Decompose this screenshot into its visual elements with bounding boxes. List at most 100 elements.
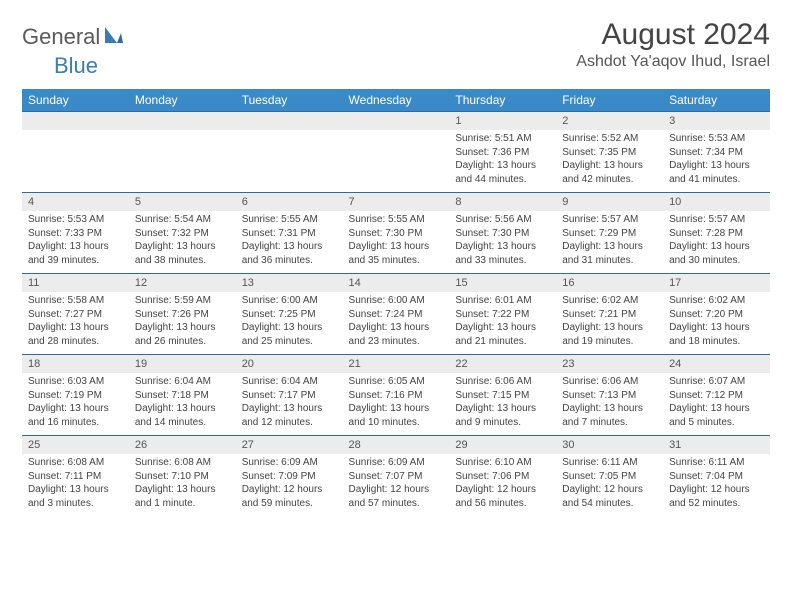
day-sr: Sunrise: 5:52 AM bbox=[562, 132, 657, 146]
day-dl: Daylight: 13 hours and 21 minutes. bbox=[455, 321, 550, 348]
day-ss: Sunset: 7:31 PM bbox=[242, 227, 337, 241]
day-details: Sunrise: 6:11 AMSunset: 7:05 PMDaylight:… bbox=[556, 454, 663, 516]
day-sr: Sunrise: 5:59 AM bbox=[135, 294, 230, 308]
day-details: Sunrise: 5:55 AMSunset: 7:31 PMDaylight:… bbox=[236, 211, 343, 274]
day-dl: Daylight: 13 hours and 18 minutes. bbox=[669, 321, 764, 348]
day-dl: Daylight: 12 hours and 59 minutes. bbox=[242, 483, 337, 510]
dayname-saturday: Saturday bbox=[663, 89, 770, 112]
day-number: 22 bbox=[449, 355, 556, 373]
day-sr: Sunrise: 6:08 AM bbox=[135, 456, 230, 470]
day-sr: Sunrise: 5:57 AM bbox=[562, 213, 657, 227]
day-details: Sunrise: 6:05 AMSunset: 7:16 PMDaylight:… bbox=[343, 373, 450, 436]
location: Ashdot Ya'aqov Ihud, Israel bbox=[576, 53, 770, 71]
day-details: Sunrise: 6:02 AMSunset: 7:21 PMDaylight:… bbox=[556, 292, 663, 355]
day-details: Sunrise: 6:09 AMSunset: 7:09 PMDaylight:… bbox=[236, 454, 343, 516]
day-ss: Sunset: 7:17 PM bbox=[242, 389, 337, 403]
day-sr: Sunrise: 6:02 AM bbox=[669, 294, 764, 308]
day-ss: Sunset: 7:06 PM bbox=[455, 470, 550, 484]
day-details: Sunrise: 5:58 AMSunset: 7:27 PMDaylight:… bbox=[22, 292, 129, 355]
calendar-table: SundayMondayTuesdayWednesdayThursdayFrid… bbox=[22, 89, 770, 516]
day-dl: Daylight: 13 hours and 9 minutes. bbox=[455, 402, 550, 429]
day-ss: Sunset: 7:18 PM bbox=[135, 389, 230, 403]
day-ss: Sunset: 7:36 PM bbox=[455, 146, 550, 160]
day-ss: Sunset: 7:09 PM bbox=[242, 470, 337, 484]
day-dl: Daylight: 13 hours and 10 minutes. bbox=[349, 402, 444, 429]
day-ss: Sunset: 7:35 PM bbox=[562, 146, 657, 160]
day-sr: Sunrise: 6:07 AM bbox=[669, 375, 764, 389]
day-sr: Sunrise: 6:00 AM bbox=[242, 294, 337, 308]
day-details: Sunrise: 5:51 AMSunset: 7:36 PMDaylight:… bbox=[449, 130, 556, 193]
day-ss: Sunset: 7:13 PM bbox=[562, 389, 657, 403]
day-dl: Daylight: 12 hours and 54 minutes. bbox=[562, 483, 657, 510]
day-number: 3 bbox=[663, 112, 770, 130]
day-details: Sunrise: 6:01 AMSunset: 7:22 PMDaylight:… bbox=[449, 292, 556, 355]
day-details: Sunrise: 5:53 AMSunset: 7:34 PMDaylight:… bbox=[663, 130, 770, 193]
day-number: 23 bbox=[556, 355, 663, 373]
day-details: Sunrise: 5:57 AMSunset: 7:29 PMDaylight:… bbox=[556, 211, 663, 274]
day-dl: Daylight: 13 hours and 3 minutes. bbox=[28, 483, 123, 510]
day-sr: Sunrise: 5:53 AM bbox=[669, 132, 764, 146]
day-details: Sunrise: 5:52 AMSunset: 7:35 PMDaylight:… bbox=[556, 130, 663, 193]
day-ss: Sunset: 7:30 PM bbox=[455, 227, 550, 241]
day-details: Sunrise: 5:53 AMSunset: 7:33 PMDaylight:… bbox=[22, 211, 129, 274]
day-number: 27 bbox=[236, 436, 343, 454]
dayname-thursday: Thursday bbox=[449, 89, 556, 112]
day-ss: Sunset: 7:33 PM bbox=[28, 227, 123, 241]
dayname-friday: Friday bbox=[556, 89, 663, 112]
day-details: Sunrise: 6:03 AMSunset: 7:19 PMDaylight:… bbox=[22, 373, 129, 436]
day-dl: Daylight: 13 hours and 41 minutes. bbox=[669, 159, 764, 186]
day-number: 24 bbox=[663, 355, 770, 373]
day-ss: Sunset: 7:30 PM bbox=[349, 227, 444, 241]
day-details bbox=[22, 130, 129, 193]
day-ss: Sunset: 7:26 PM bbox=[135, 308, 230, 322]
day-details: Sunrise: 6:11 AMSunset: 7:04 PMDaylight:… bbox=[663, 454, 770, 516]
day-sr: Sunrise: 6:04 AM bbox=[135, 375, 230, 389]
day-ss: Sunset: 7:15 PM bbox=[455, 389, 550, 403]
day-sr: Sunrise: 5:58 AM bbox=[28, 294, 123, 308]
day-sr: Sunrise: 6:00 AM bbox=[349, 294, 444, 308]
day-number: 11 bbox=[22, 274, 129, 292]
day-sr: Sunrise: 5:55 AM bbox=[242, 213, 337, 227]
dayname-wednesday: Wednesday bbox=[343, 89, 450, 112]
day-number: 30 bbox=[556, 436, 663, 454]
day-ss: Sunset: 7:10 PM bbox=[135, 470, 230, 484]
day-sr: Sunrise: 6:04 AM bbox=[242, 375, 337, 389]
day-number: 25 bbox=[22, 436, 129, 454]
day-dl: Daylight: 13 hours and 36 minutes. bbox=[242, 240, 337, 267]
day-dl: Daylight: 13 hours and 25 minutes. bbox=[242, 321, 337, 348]
month-title: August 2024 bbox=[576, 18, 770, 52]
day-dl: Daylight: 13 hours and 39 minutes. bbox=[28, 240, 123, 267]
day-details: Sunrise: 6:09 AMSunset: 7:07 PMDaylight:… bbox=[343, 454, 450, 516]
day-number: 10 bbox=[663, 193, 770, 211]
day-details: Sunrise: 5:56 AMSunset: 7:30 PMDaylight:… bbox=[449, 211, 556, 274]
day-number: 15 bbox=[449, 274, 556, 292]
day-ss: Sunset: 7:34 PM bbox=[669, 146, 764, 160]
day-dl: Daylight: 13 hours and 12 minutes. bbox=[242, 402, 337, 429]
day-number: 1 bbox=[449, 112, 556, 130]
day-sr: Sunrise: 6:09 AM bbox=[349, 456, 444, 470]
day-dl: Daylight: 13 hours and 28 minutes. bbox=[28, 321, 123, 348]
day-ss: Sunset: 7:28 PM bbox=[669, 227, 764, 241]
day-number: 6 bbox=[236, 193, 343, 211]
day-ss: Sunset: 7:20 PM bbox=[669, 308, 764, 322]
day-ss: Sunset: 7:16 PM bbox=[349, 389, 444, 403]
day-dl: Daylight: 13 hours and 7 minutes. bbox=[562, 402, 657, 429]
day-sr: Sunrise: 6:03 AM bbox=[28, 375, 123, 389]
day-details: Sunrise: 6:08 AMSunset: 7:11 PMDaylight:… bbox=[22, 454, 129, 516]
day-ss: Sunset: 7:21 PM bbox=[562, 308, 657, 322]
day-dl: Daylight: 13 hours and 31 minutes. bbox=[562, 240, 657, 267]
day-number: 13 bbox=[236, 274, 343, 292]
day-ss: Sunset: 7:27 PM bbox=[28, 308, 123, 322]
logo-sail-icon bbox=[103, 25, 125, 50]
day-number: 18 bbox=[22, 355, 129, 373]
day-details: Sunrise: 5:55 AMSunset: 7:30 PMDaylight:… bbox=[343, 211, 450, 274]
day-sr: Sunrise: 5:53 AM bbox=[28, 213, 123, 227]
day-details: Sunrise: 5:57 AMSunset: 7:28 PMDaylight:… bbox=[663, 211, 770, 274]
dayname-monday: Monday bbox=[129, 89, 236, 112]
day-sr: Sunrise: 6:06 AM bbox=[562, 375, 657, 389]
day-number: 12 bbox=[129, 274, 236, 292]
day-details bbox=[129, 130, 236, 193]
day-dl: Daylight: 13 hours and 33 minutes. bbox=[455, 240, 550, 267]
logo-text-general: General bbox=[22, 24, 100, 50]
day-number bbox=[129, 112, 236, 130]
